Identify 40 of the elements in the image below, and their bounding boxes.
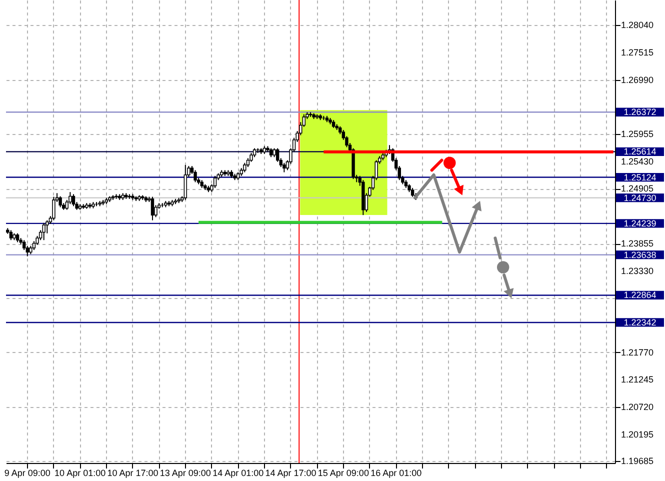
x-tick-label: 10 Apr 17:00 bbox=[107, 468, 158, 478]
y-tick-label: 1.28040 bbox=[621, 20, 654, 30]
y-tick-label: 1.24905 bbox=[621, 184, 654, 194]
ref-line-label: 1.22342 bbox=[624, 317, 656, 328]
candlestick bbox=[282, 162, 286, 173]
y-tick-label: 1.25430 bbox=[621, 156, 654, 166]
x-tick-label: 9 Apr 09:00 bbox=[4, 468, 50, 478]
candlestick bbox=[42, 222, 46, 241]
x-tick-label: 16 Apr 01:00 bbox=[370, 468, 422, 478]
y-tick-label: 1.23330 bbox=[621, 266, 654, 276]
y-tick-label: 1.20720 bbox=[621, 402, 654, 412]
x-tick-label: 13 Apr 09:00 bbox=[160, 468, 211, 478]
candlestick bbox=[72, 194, 76, 207]
candlestick bbox=[9, 230, 13, 241]
x-tick-label: 10 Apr 01:00 bbox=[54, 468, 106, 478]
x-tick-label: 15 Apr 09:00 bbox=[318, 468, 369, 478]
y-tick-label: 1.23855 bbox=[621, 238, 654, 249]
ref-line-label: 1.24730 bbox=[624, 192, 656, 203]
y-tick-label: 1.21245 bbox=[621, 374, 654, 385]
candlestick bbox=[184, 164, 188, 200]
ref-line-label: 1.23638 bbox=[624, 250, 656, 260]
y-tick-label: 1.20195 bbox=[621, 430, 654, 440]
candlestick bbox=[243, 162, 246, 173]
ref-line-label: 1.26372 bbox=[624, 107, 656, 118]
candlestick bbox=[58, 196, 62, 208]
y-tick-label: 1.27515 bbox=[621, 47, 654, 58]
x-tick-label: 14 Apr 01:00 bbox=[212, 468, 264, 478]
candlestick bbox=[194, 170, 197, 183]
candlestick bbox=[52, 196, 56, 221]
y-tick-label: 1.25955 bbox=[621, 128, 654, 139]
y-tick-label: 1.21770 bbox=[621, 347, 654, 358]
ref-line-label: 1.24239 bbox=[624, 218, 656, 228]
ref-line-label: 1.25124 bbox=[624, 172, 656, 182]
candlestick bbox=[150, 196, 154, 221]
ref-line-label: 1.22864 bbox=[624, 290, 656, 300]
x-tick-label: 14 Apr 17:00 bbox=[265, 468, 316, 478]
y-tick-label: 1.19685 bbox=[621, 456, 654, 466]
candlestick bbox=[213, 175, 217, 188]
y-tick-label: 1.26990 bbox=[621, 74, 654, 85]
ref-line-label: 1.25614 bbox=[624, 146, 656, 157]
